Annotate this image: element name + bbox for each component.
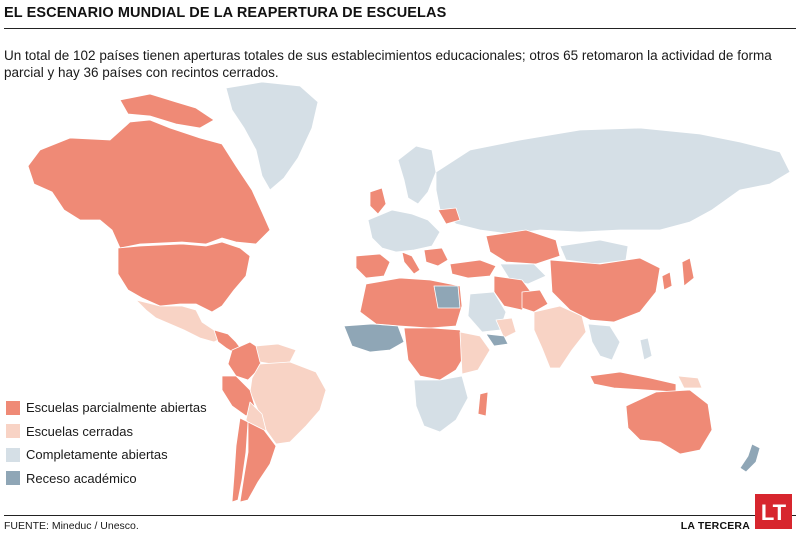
map-region-png — [677, 375, 703, 389]
map-region-west-africa — [343, 323, 405, 353]
map-region-madagascar — [477, 391, 489, 417]
map-region-india — [533, 305, 587, 369]
legend-swatch-partial — [6, 400, 20, 415]
source-credit: FUENTE: Mineduc / Unesco. — [4, 520, 139, 532]
map-region-kazakhstan — [485, 229, 561, 265]
map-region-canada — [27, 119, 271, 249]
map-region-iberia — [355, 253, 391, 279]
brand-logo: LT — [755, 494, 792, 529]
legend-item-open: Completamente abiertas — [6, 443, 236, 467]
map-region-korea-japan — [661, 257, 695, 291]
subtitle: Un total de 102 países tienen aperturas … — [4, 48, 772, 80]
legend-label-open: Completamente abiertas — [26, 447, 168, 463]
footer-divider — [4, 515, 796, 516]
map-region-russia — [435, 127, 791, 235]
title-divider — [4, 28, 796, 29]
map-region-belarus — [437, 207, 461, 225]
brand-logo-text: LT — [761, 500, 787, 525]
page-title: EL ESCENARIO MUNDIAL DE LA REAPERTURA DE… — [4, 5, 447, 21]
legend-swatch-closed — [6, 424, 20, 439]
map-region-chile — [231, 417, 249, 503]
map-region-greenland — [225, 81, 319, 191]
map-region-turkey — [449, 259, 497, 279]
legend-item-partial: Escuelas parcialmente abiertas — [6, 396, 236, 420]
map-region-central-africa — [403, 327, 469, 381]
legend-swatch-recess — [6, 471, 20, 486]
map-region-oman — [495, 317, 517, 339]
map-region-uk — [369, 187, 387, 215]
map-region-se-asia — [587, 323, 621, 361]
map-region-australia — [625, 389, 713, 455]
legend-label-closed: Escuelas cerradas — [26, 423, 133, 439]
map-region-new-zealand — [739, 443, 761, 473]
map-region-argentina — [239, 421, 277, 503]
map-region-europe-west — [367, 209, 441, 253]
legend: Escuelas parcialmente abiertas Escuelas … — [6, 396, 236, 490]
legend-item-closed: Escuelas cerradas — [6, 420, 236, 444]
legend-label-recess: Receso académico — [26, 470, 137, 486]
map-region-east-africa — [459, 331, 491, 375]
map-region-china — [549, 257, 661, 323]
map-region-mongolia — [559, 239, 629, 265]
map-region-egypt — [433, 285, 461, 309]
map-region-afghanistan — [521, 289, 549, 313]
map-region-philippines — [639, 337, 653, 361]
legend-swatch-open — [6, 447, 20, 462]
map-region-italy — [401, 251, 421, 275]
map-region-usa — [117, 241, 251, 313]
legend-label-partial: Escuelas parcialmente abiertas — [26, 400, 207, 416]
legend-item-recess: Receso académico — [6, 467, 236, 491]
map-region-arctic-islands — [119, 93, 215, 129]
title-bar: EL ESCENARIO MUNDIAL DE LA REAPERTURA DE… — [4, 3, 796, 29]
map-region-southern-africa — [413, 375, 469, 433]
map-region-scandinavia — [397, 145, 437, 205]
map-region-indonesia — [589, 371, 677, 393]
brand-name: LA TERCERA — [680, 520, 750, 532]
map-region-venezuela — [255, 343, 297, 365]
map-region-balkans — [423, 247, 449, 267]
world-map — [0, 80, 800, 510]
map-region-yemen — [485, 333, 509, 347]
